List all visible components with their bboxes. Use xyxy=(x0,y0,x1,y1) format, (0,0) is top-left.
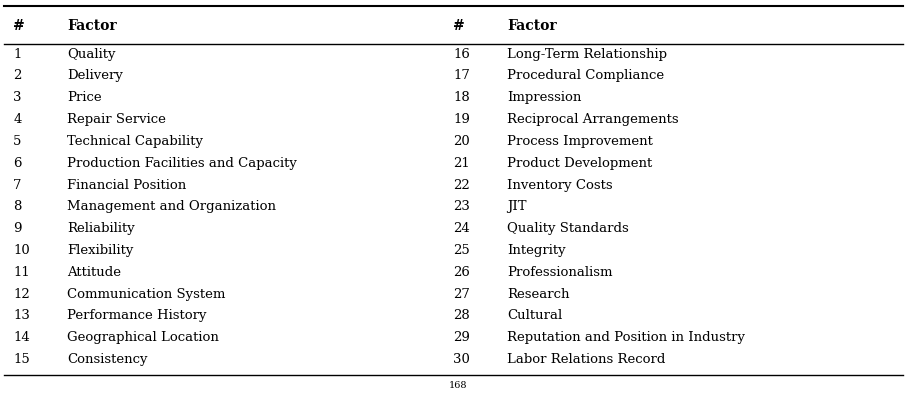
Text: 10: 10 xyxy=(14,244,30,257)
Text: 25: 25 xyxy=(454,244,470,257)
Text: 3: 3 xyxy=(14,91,22,104)
Text: Factor: Factor xyxy=(67,19,117,33)
Text: Price: Price xyxy=(67,91,102,104)
Text: Attitude: Attitude xyxy=(67,266,121,279)
Text: 30: 30 xyxy=(454,353,471,366)
Text: 1: 1 xyxy=(14,48,22,61)
Text: 5: 5 xyxy=(14,135,22,148)
Text: Quality Standards: Quality Standards xyxy=(507,222,629,235)
Text: Professionalism: Professionalism xyxy=(507,266,613,279)
Text: 4: 4 xyxy=(14,113,22,126)
Text: Reliability: Reliability xyxy=(67,222,135,235)
Text: 11: 11 xyxy=(14,266,30,279)
Text: #: # xyxy=(454,19,465,33)
Text: 29: 29 xyxy=(454,331,471,344)
Text: Process Improvement: Process Improvement xyxy=(507,135,653,148)
Text: Technical Capability: Technical Capability xyxy=(67,135,203,148)
Text: Performance History: Performance History xyxy=(67,309,207,322)
Text: Cultural: Cultural xyxy=(507,309,562,322)
Text: 18: 18 xyxy=(454,91,470,104)
Text: Long-Term Relationship: Long-Term Relationship xyxy=(507,48,668,61)
Text: 16: 16 xyxy=(454,48,471,61)
Text: 15: 15 xyxy=(14,353,30,366)
Text: 28: 28 xyxy=(454,309,470,322)
Text: 6: 6 xyxy=(14,157,22,170)
Text: 23: 23 xyxy=(454,201,471,214)
Text: 26: 26 xyxy=(454,266,471,279)
Text: Quality: Quality xyxy=(67,48,115,61)
Text: Inventory Costs: Inventory Costs xyxy=(507,178,613,191)
Text: Reputation and Position in Industry: Reputation and Position in Industry xyxy=(507,331,746,344)
Text: Communication System: Communication System xyxy=(67,288,226,301)
Text: JIT: JIT xyxy=(507,201,527,214)
Text: 7: 7 xyxy=(14,178,22,191)
Text: Management and Organization: Management and Organization xyxy=(67,201,276,214)
Text: 12: 12 xyxy=(14,288,30,301)
Text: Integrity: Integrity xyxy=(507,244,566,257)
Text: Reciprocal Arrangements: Reciprocal Arrangements xyxy=(507,113,679,126)
Text: 13: 13 xyxy=(14,309,30,322)
Text: Financial Position: Financial Position xyxy=(67,178,186,191)
Text: 24: 24 xyxy=(454,222,470,235)
Text: Research: Research xyxy=(507,288,570,301)
Text: 168: 168 xyxy=(449,381,467,390)
Text: Repair Service: Repair Service xyxy=(67,113,166,126)
Text: #: # xyxy=(14,19,24,33)
Text: Flexibility: Flexibility xyxy=(67,244,133,257)
Text: Factor: Factor xyxy=(507,19,557,33)
Text: Product Development: Product Development xyxy=(507,157,653,170)
Text: 19: 19 xyxy=(454,113,471,126)
Text: 14: 14 xyxy=(14,331,30,344)
Text: Impression: Impression xyxy=(507,91,581,104)
Text: Geographical Location: Geographical Location xyxy=(67,331,219,344)
Text: 17: 17 xyxy=(454,69,471,82)
Text: 27: 27 xyxy=(454,288,471,301)
Text: Labor Relations Record: Labor Relations Record xyxy=(507,353,666,366)
Text: 22: 22 xyxy=(454,178,470,191)
Text: 20: 20 xyxy=(454,135,470,148)
Text: 2: 2 xyxy=(14,69,22,82)
Text: 21: 21 xyxy=(454,157,470,170)
Text: Consistency: Consistency xyxy=(67,353,148,366)
Text: Procedural Compliance: Procedural Compliance xyxy=(507,69,665,82)
Text: Production Facilities and Capacity: Production Facilities and Capacity xyxy=(67,157,297,170)
Text: 9: 9 xyxy=(14,222,22,235)
Text: 8: 8 xyxy=(14,201,22,214)
Text: Delivery: Delivery xyxy=(67,69,123,82)
